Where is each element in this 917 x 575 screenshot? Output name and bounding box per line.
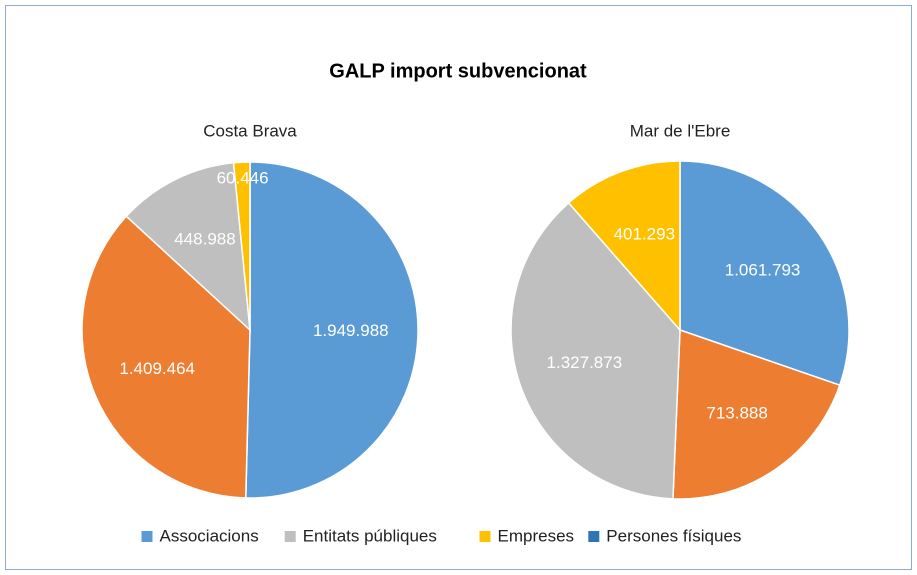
pie-slice (244, 161, 419, 499)
pie-slice (81, 215, 251, 499)
legend-swatch (588, 531, 600, 542)
data-label: 60.446 (217, 168, 269, 187)
legend-label: Empreses (498, 526, 575, 545)
pie-title: Mar de l'Ebre (630, 121, 731, 140)
legend-swatch (141, 531, 153, 542)
legend-swatch (284, 531, 296, 542)
legend-label: Entitats públiques (303, 526, 437, 545)
data-label: 1.409.464 (119, 359, 195, 378)
legend-swatch (479, 531, 491, 542)
data-label: 713.888 (706, 403, 767, 422)
pie-slice (679, 160, 850, 387)
pie-slice (510, 201, 681, 500)
data-label: 448.988 (174, 229, 235, 248)
data-label: 401.293 (614, 225, 675, 244)
chart-title: GALP import subvencionat (329, 60, 587, 82)
pie-slice (232, 161, 251, 331)
data-label: 1.061.793 (725, 261, 801, 280)
data-label: 1.327.873 (547, 353, 623, 372)
pie-slice (567, 160, 681, 332)
legend-label: Associacions (160, 526, 259, 545)
pie-title: Costa Brava (203, 121, 297, 140)
pie-slice (125, 161, 251, 332)
pie-slice (672, 328, 841, 500)
data-label: 1.949.988 (313, 321, 389, 340)
legend-label: Persones físiques (606, 526, 741, 545)
